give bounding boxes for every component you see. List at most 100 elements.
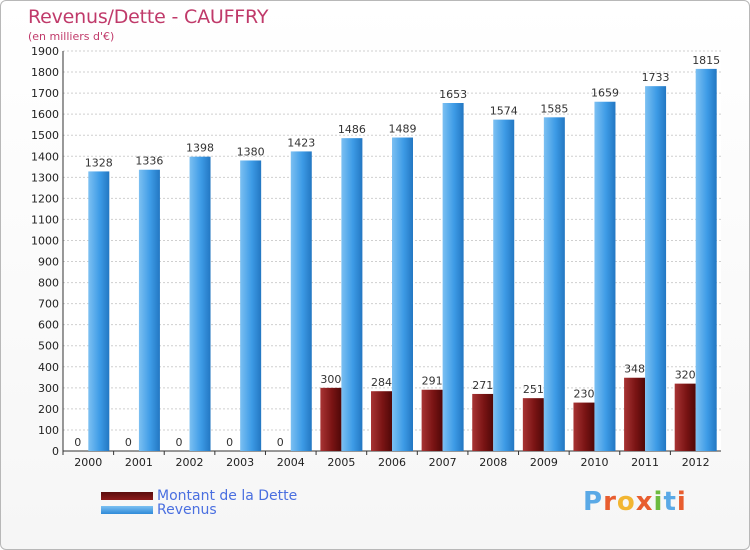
data-label-revenue-2012: 1815	[692, 54, 720, 67]
legend-swatch-revenue	[101, 506, 153, 514]
logo-letter: x	[635, 487, 654, 517]
data-label-revenue-2002: 1398	[186, 142, 214, 155]
bar-debt-2009	[522, 398, 544, 451]
x-tick-label: 2003	[226, 456, 254, 469]
x-tick-label: 2009	[530, 456, 558, 469]
data-label-revenue-2003: 1380	[237, 145, 265, 158]
data-label-debt-2009: 251	[523, 383, 544, 396]
bar-revenue-2012	[695, 68, 717, 451]
logo-letter: P	[583, 487, 604, 517]
y-tick-label: 1400	[31, 150, 59, 163]
legend-item-debt: Montant de la Dette	[101, 488, 297, 504]
bar-revenue-2002	[189, 156, 211, 451]
bar-debt-2005	[320, 387, 342, 451]
data-label-debt-2008: 271	[472, 379, 493, 392]
bar-revenue-2004	[290, 151, 312, 451]
y-tick-label: 400	[38, 361, 59, 374]
y-tick-label: 1300	[31, 171, 59, 184]
bar-revenue-2000	[88, 171, 110, 451]
y-tick-label: 600	[38, 319, 59, 332]
data-label-revenue-2009: 1585	[540, 102, 568, 115]
bar-revenue-2008	[493, 119, 515, 451]
y-tick-label: 900	[38, 256, 59, 269]
y-tick-label: 200	[38, 403, 59, 416]
y-tick-label: 1200	[31, 192, 59, 205]
bar-revenue-2006	[392, 137, 413, 452]
x-tick-label: 2008	[479, 456, 507, 469]
y-tick-label: 1000	[31, 234, 59, 247]
logo-letter: r	[603, 487, 617, 517]
logo-letter: o	[616, 487, 636, 517]
bar-debt-2006	[371, 391, 392, 451]
y-tick-label: 0	[52, 445, 59, 458]
bar-revenue-2007	[442, 103, 464, 451]
bar-revenue-2005	[341, 138, 363, 451]
proxiti-logo: Proxiti	[583, 487, 687, 517]
data-label-debt-2002: 0	[176, 436, 183, 449]
data-label-debt-2005: 300	[320, 373, 341, 386]
x-tick-label: 2006	[378, 456, 406, 469]
chart-title: Revenus/Dette - CAUFFRY	[28, 6, 269, 28]
y-tick-label: 800	[38, 277, 59, 290]
y-tick-label: 1700	[31, 87, 59, 100]
x-tick-label: 2001	[125, 456, 153, 469]
data-label-revenue-2004: 1423	[287, 136, 315, 149]
bar-debt-2008	[472, 393, 494, 451]
data-label-revenue-2010: 1659	[591, 87, 619, 100]
y-tick-label: 500	[38, 340, 59, 353]
y-tick-label: 700	[38, 298, 59, 311]
y-tick-label: 1900	[31, 45, 59, 58]
logo-letter: i	[676, 487, 687, 517]
bar-debt-2007	[421, 389, 443, 451]
y-tick-label: 1800	[31, 66, 59, 79]
data-label-revenue-2005: 1486	[338, 123, 366, 136]
logo-letter: i	[653, 487, 664, 517]
legend-label-debt: Montant de la Dette	[157, 488, 298, 504]
y-tick-label: 1600	[31, 108, 59, 121]
label-layer: 0 1328 0 1336 0 1398 0 1380 0 1423 300 1486 284 1489 2…	[74, 54, 720, 449]
data-label-revenue-2007: 1653	[439, 88, 467, 101]
bar-debt-2011	[624, 377, 646, 451]
x-tick-label: 2000	[74, 456, 102, 469]
data-label-debt-2006: 284	[371, 376, 392, 389]
y-tick-label: 1500	[31, 129, 59, 142]
x-tick-label: 2002	[176, 456, 204, 469]
bar-revenue-2001	[138, 169, 160, 451]
data-label-debt-2007: 291	[422, 375, 443, 388]
data-label-debt-2011: 348	[624, 363, 645, 376]
x-tick-label: 2012	[682, 456, 710, 469]
bar-revenue-2010	[594, 101, 616, 451]
data-label-debt-2000: 0	[74, 436, 81, 449]
bar-revenue-2003	[240, 160, 262, 451]
x-tick-label: 2005	[327, 456, 355, 469]
logo-letter: t	[663, 487, 677, 517]
chart-subtitle: (en milliers d'€)	[28, 30, 115, 43]
x-tick-label: 2011	[631, 456, 659, 469]
data-label-debt-2001: 0	[125, 436, 132, 449]
legend-label-revenue: Revenus	[157, 502, 217, 518]
data-label-revenue-2000: 1328	[85, 156, 113, 169]
data-label-revenue-2008: 1574	[490, 105, 518, 118]
data-label-debt-2004: 0	[277, 436, 284, 449]
bar-layer	[88, 68, 717, 452]
data-label-revenue-2011: 1733	[642, 71, 670, 84]
data-label-debt-2012: 320	[675, 369, 696, 382]
legend-item-revenue: Revenus	[101, 502, 217, 518]
y-tick-label: 300	[38, 382, 59, 395]
bar-revenue-2011	[645, 86, 667, 451]
x-tick-label: 2010	[580, 456, 608, 469]
legend-swatch-debt	[101, 492, 153, 500]
data-label-debt-2010: 230	[573, 388, 594, 401]
x-tick-label: 2004	[277, 456, 305, 469]
x-tick-label: 2007	[429, 456, 457, 469]
bar-revenue-2009	[543, 117, 565, 451]
data-label-revenue-2006: 1489	[389, 123, 417, 136]
bar-debt-2012	[674, 383, 696, 451]
data-label-revenue-2001: 1336	[135, 155, 163, 168]
y-tick-label: 1100	[31, 213, 59, 226]
data-label-debt-2003: 0	[226, 436, 233, 449]
y-tick-label: 100	[38, 424, 59, 437]
bar-debt-2010	[573, 402, 595, 451]
